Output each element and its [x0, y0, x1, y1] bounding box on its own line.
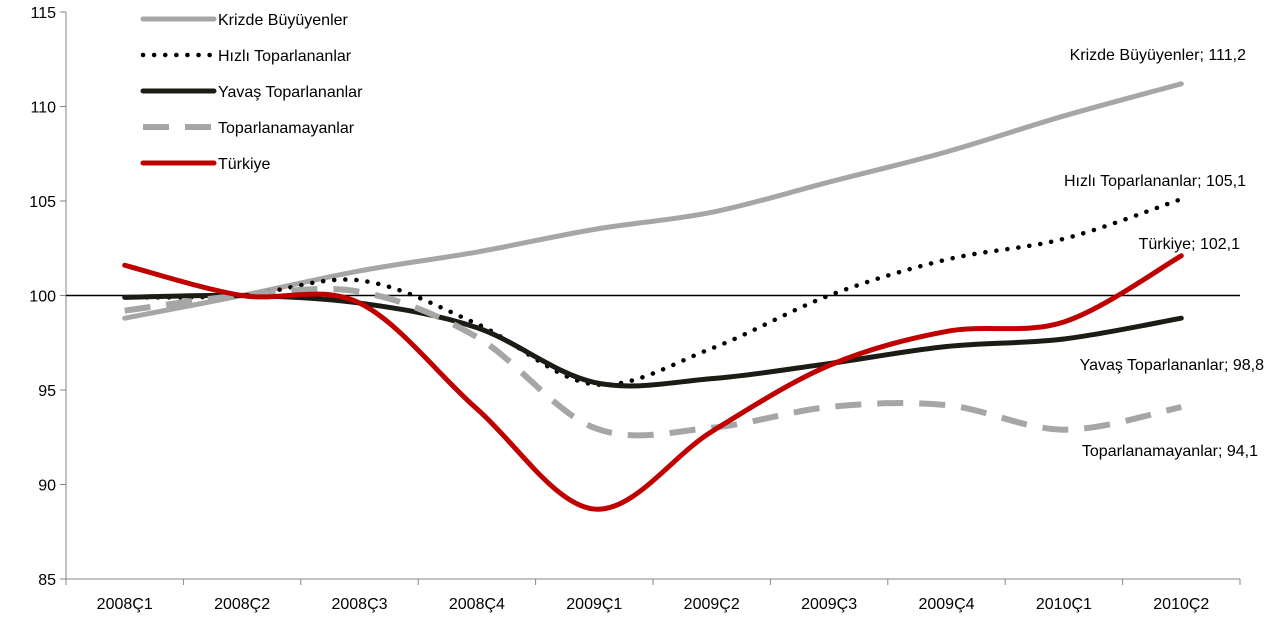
- y-tick-label: 115: [30, 5, 56, 22]
- series-line-toparlanamayanlar: [124, 285, 1182, 439]
- data-point-toparlanamayanlar: [945, 403, 949, 407]
- end-label: Toparlanamayanlar; 94,1: [1082, 443, 1258, 460]
- y-tick-label: 110: [30, 100, 56, 117]
- data-point-yavas-toparlananlar: [1179, 316, 1183, 320]
- data-point-toparlanamayanlar: [827, 405, 831, 409]
- data-point-yavas-toparlananlar: [123, 295, 127, 299]
- end-label: Türkiye; 102,1: [1139, 236, 1240, 253]
- data-point-turkiye: [710, 430, 714, 434]
- data-point-hizli-toparlananlar: [1179, 197, 1183, 201]
- data-point-krizde-buyuyenler: [123, 316, 127, 320]
- data-point-krizde-buyuyenler: [827, 180, 831, 184]
- data-point-turkiye: [945, 329, 949, 333]
- legend-label: Yavaş Toparlananlar: [218, 84, 363, 101]
- data-point-hizli-toparlananlar: [1062, 237, 1066, 241]
- series-line-yavas-toparlananlar: [122, 292, 1184, 389]
- data-point-toparlanamayanlar: [1179, 405, 1183, 409]
- data-point-hizli-toparlananlar: [358, 278, 362, 282]
- y-tick-label: 100: [29, 289, 56, 306]
- data-point-toparlanamayanlar: [358, 290, 362, 294]
- x-tick-label: 2008Ç1: [97, 596, 153, 613]
- x-tick-label: 2010Ç1: [1036, 596, 1092, 613]
- data-point-krizde-buyuyenler: [592, 227, 596, 231]
- legend-label: Krizde Büyüyenler: [218, 12, 349, 29]
- series-line-turkiye: [122, 253, 1184, 512]
- y-tick-label: 105: [29, 194, 56, 211]
- y-tick-label: 90: [38, 478, 56, 495]
- series-line-hizli-toparlananlar: [122, 196, 1184, 388]
- x-tick-label: 2009Ç3: [801, 596, 857, 613]
- data-point-hizli-toparlananlar: [827, 294, 831, 298]
- legend-label: Hızlı Toparlananlar: [218, 48, 352, 65]
- data-point-turkiye: [475, 407, 479, 411]
- data-point-krizde-buyuyenler: [710, 210, 714, 214]
- x-tick-label: 2009Ç2: [684, 596, 740, 613]
- y-tick-label: 85: [38, 572, 56, 589]
- y-tick-label: 95: [38, 383, 56, 400]
- data-point-turkiye: [827, 363, 831, 367]
- data-point-turkiye: [123, 263, 127, 267]
- data-point-toparlanamayanlar: [123, 309, 127, 313]
- data-point-hizli-toparlananlar: [710, 346, 714, 350]
- data-point-krizde-buyuyenler: [358, 269, 362, 273]
- data-point-toparlanamayanlar: [475, 335, 479, 339]
- legend-label: Türkiye: [218, 156, 271, 173]
- data-point-yavas-toparlananlar: [1062, 337, 1066, 341]
- x-tick-label: 2009Ç1: [566, 596, 622, 613]
- data-point-turkiye: [240, 294, 244, 298]
- end-label: Krizde Büyüyenler; 111,2: [1070, 47, 1247, 64]
- x-tick-label: 2009Ç4: [918, 596, 974, 613]
- data-point-krizde-buyuyenler: [945, 150, 949, 154]
- data-point-turkiye: [358, 301, 362, 305]
- data-point-krizde-buyuyenler: [475, 250, 479, 254]
- data-point-turkiye: [592, 507, 596, 511]
- legend-label: Toparlanamayanlar: [218, 120, 355, 137]
- series-line-krizde-buyuyenler: [122, 81, 1184, 321]
- data-point-turkiye: [1179, 254, 1183, 258]
- x-tick-label: 2008Ç3: [331, 596, 387, 613]
- data-point-yavas-toparlananlar: [592, 380, 596, 384]
- data-point-krizde-buyuyenler: [1062, 114, 1066, 118]
- data-point-yavas-toparlananlar: [475, 326, 479, 330]
- x-tick-label: 2010Ç2: [1153, 596, 1209, 613]
- data-point-turkiye: [1062, 320, 1066, 324]
- data-point-toparlanamayanlar: [1062, 428, 1066, 432]
- x-tick-label: 2008Ç4: [449, 596, 505, 613]
- end-label: Yavaş Toparlananlar; 98,8: [1080, 357, 1265, 374]
- data-point-toparlanamayanlar: [592, 426, 596, 430]
- data-point-hizli-toparlananlar: [945, 258, 949, 262]
- data-point-krizde-buyuyenler: [1179, 82, 1183, 86]
- end-label: Hızlı Toparlananlar; 105,1: [1064, 173, 1246, 190]
- data-point-yavas-toparlananlar: [945, 345, 949, 349]
- x-tick-label: 2008Ç2: [214, 596, 270, 613]
- data-point-yavas-toparlananlar: [710, 377, 714, 381]
